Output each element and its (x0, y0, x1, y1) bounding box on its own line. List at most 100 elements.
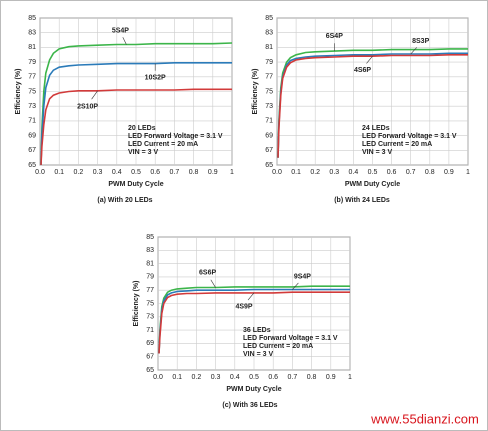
y-tick-label: 85 (265, 15, 273, 22)
watermark: www.55dianzi.com (370, 411, 479, 426)
y-tick-label: 65 (28, 162, 36, 169)
x-tick-label: 0.5 (368, 169, 378, 176)
x-tick-label: 0.7 (406, 169, 416, 176)
y-tick-label: 71 (146, 327, 154, 334)
label-leader (210, 279, 216, 288)
x-tick-label: 0.6 (387, 169, 397, 176)
x-tick-label: 0.6 (268, 374, 278, 381)
y-tick-label: 77 (265, 74, 273, 81)
series-line (40, 88, 232, 166)
chart-title: (b) With 24 LEDs (334, 197, 390, 204)
x-axis-label: PWM Duty Cycle (226, 386, 281, 393)
y-axis-label: Efficiency (%) (15, 69, 22, 115)
x-tick-label: 0.5 (131, 169, 141, 176)
series-label: 9S4P (294, 273, 311, 280)
x-tick-label: 1 (230, 169, 234, 176)
annotation: VIN = 3 V (128, 149, 158, 156)
x-tick-label: 0.2 (192, 374, 202, 381)
x-tick-label: 0.4 (112, 169, 122, 176)
x-axis-label: PWM Duty Cycle (108, 181, 163, 188)
x-tick-label: 0.7 (288, 374, 298, 381)
y-tick-label: 69 (146, 340, 154, 347)
x-tick-label: 0.0 (153, 374, 163, 381)
annotation: LED Current = 20 mA (128, 141, 198, 148)
series-label: 4S9P (235, 304, 252, 311)
x-tick-label: 0.5 (249, 374, 259, 381)
chart-title: (a) With 20 LEDs (97, 197, 152, 204)
y-tick-label: 81 (265, 44, 273, 51)
series-label: 4S6P (354, 67, 371, 74)
y-tick-label: 81 (146, 260, 154, 267)
y-tick-label: 77 (146, 287, 154, 294)
x-tick-label: 0.9 (326, 374, 336, 381)
y-tick-label: 83 (146, 247, 154, 254)
x-tick-label: 1 (348, 374, 352, 381)
y-tick-label: 71 (28, 118, 36, 125)
label-leader (247, 292, 255, 301)
x-tick-label: 0.0 (272, 169, 282, 176)
x-tick-label: 0.1 (291, 169, 301, 176)
series-label: 2S10P (77, 104, 98, 111)
y-tick-label: 69 (28, 132, 36, 139)
annotation: VIN = 3 V (243, 351, 273, 358)
label-leader (91, 90, 98, 100)
y-tick-label: 85 (28, 15, 36, 22)
y-tick-label: 69 (265, 132, 273, 139)
y-axis-label: Efficiency (%) (133, 281, 140, 327)
x-tick-label: 0.3 (329, 169, 339, 176)
annotation: LED Forward Voltage = 3.1 V (362, 133, 457, 140)
x-tick-label: 0.7 (170, 169, 180, 176)
x-tick-label: 0.3 (93, 169, 103, 176)
label-leader (122, 37, 127, 45)
y-tick-label: 65 (265, 162, 273, 169)
y-tick-label: 73 (28, 103, 36, 110)
y-tick-label: 83 (28, 30, 36, 37)
y-tick-label: 67 (28, 147, 36, 154)
y-tick-label: 85 (146, 234, 154, 241)
x-tick-label: 0.4 (230, 374, 240, 381)
y-tick-label: 79 (265, 59, 273, 66)
x-axis-label: PWM Duty Cycle (345, 181, 400, 188)
annotation: 20 LEDs (128, 125, 156, 132)
series-label: 6S4P (326, 33, 343, 40)
y-tick-label: 83 (265, 30, 273, 37)
x-tick-label: 0.6 (150, 169, 160, 176)
y-tick-label: 73 (265, 103, 273, 110)
x-tick-label: 0.8 (425, 169, 435, 176)
x-tick-label: 0.0 (35, 169, 45, 176)
annotation: VIN = 3 V (362, 149, 392, 156)
y-tick-label: 75 (265, 88, 273, 95)
y-tick-label: 71 (265, 118, 273, 125)
y-tick-label: 81 (28, 44, 36, 51)
series-line (277, 54, 468, 158)
y-tick-label: 77 (28, 74, 36, 81)
series-label: 10S2P (145, 74, 166, 81)
annotation: 36 LEDs (243, 327, 271, 334)
x-tick-label: 0.1 (54, 169, 64, 176)
x-tick-label: 0.9 (208, 169, 218, 176)
series-label: 6S6P (199, 269, 216, 276)
y-tick-label: 75 (146, 300, 154, 307)
x-tick-label: 0.3 (211, 374, 221, 381)
y-tick-label: 79 (146, 274, 154, 281)
series-line (158, 291, 350, 354)
annotation: LED Current = 20 mA (243, 343, 313, 350)
annotation: LED Current = 20 mA (362, 141, 432, 148)
x-tick-label: 1 (466, 169, 470, 176)
y-tick-label: 73 (146, 314, 154, 321)
y-tick-label: 79 (28, 59, 36, 66)
x-tick-label: 0.2 (74, 169, 84, 176)
y-axis-label: Efficiency (%) (252, 69, 259, 115)
x-tick-label: 0.4 (349, 169, 359, 176)
series-line (40, 62, 232, 166)
annotation: 24 LEDs (362, 125, 390, 132)
y-tick-label: 67 (265, 147, 273, 154)
chart-title: (c) With 36 LEDs (222, 402, 277, 409)
x-tick-label: 0.8 (307, 374, 317, 381)
annotation: LED Forward Voltage = 3.1 V (128, 133, 223, 140)
label-leader (410, 47, 417, 55)
label-leader (366, 56, 373, 64)
series-line (40, 42, 233, 166)
series-label: 8S3P (412, 38, 429, 45)
